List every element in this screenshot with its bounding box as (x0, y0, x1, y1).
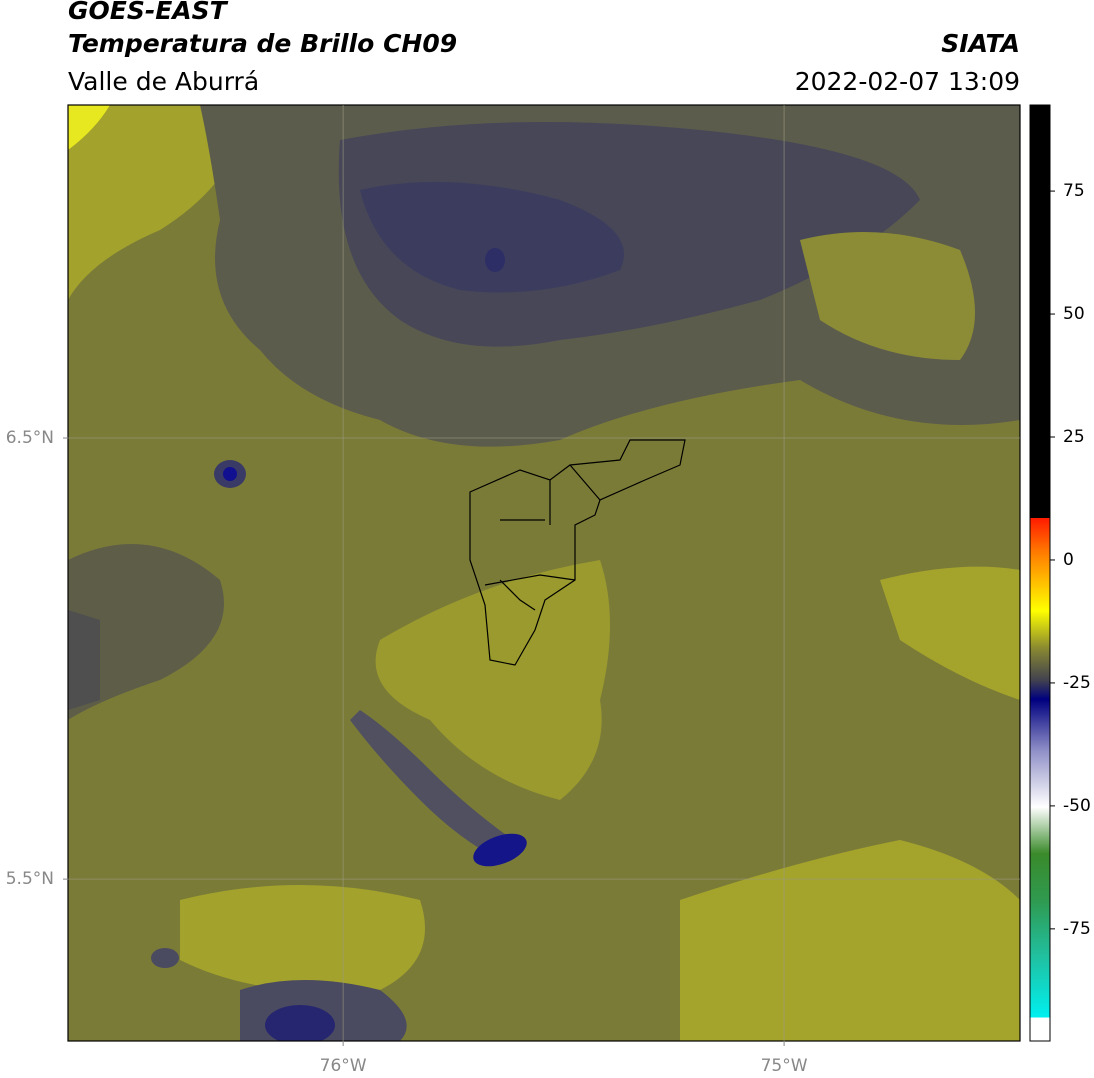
colorbar-tick-label: -50 (1063, 796, 1091, 816)
title: GOES-EAST (68, 0, 229, 25)
subtitle: Temperatura de Brillo CH09 (68, 29, 457, 58)
colorbar (1029, 104, 1051, 1042)
datetime: 2022-02-07 13:09 (795, 67, 1020, 96)
x-tick-label: 76°W (320, 1056, 367, 1076)
region: Valle de Aburrá (68, 67, 259, 96)
colorbar-tick-label: 25 (1063, 427, 1085, 447)
colorbar-tick-label: -75 (1063, 919, 1091, 939)
colorbar-tick-label: -25 (1063, 673, 1091, 693)
y-tick-label: 5.5°N (6, 869, 54, 889)
x-tick-label: 75°W (761, 1056, 808, 1076)
colorbar-tick-label: 50 (1063, 304, 1085, 324)
map-field (68, 105, 1020, 1041)
source: SIATA (941, 29, 1020, 58)
y-tick-label: 6.5°N (6, 428, 54, 448)
colorbar-tick-label: 0 (1063, 550, 1074, 570)
colorbar-tick-label: 75 (1063, 181, 1085, 201)
map-frame (67, 104, 1021, 1042)
